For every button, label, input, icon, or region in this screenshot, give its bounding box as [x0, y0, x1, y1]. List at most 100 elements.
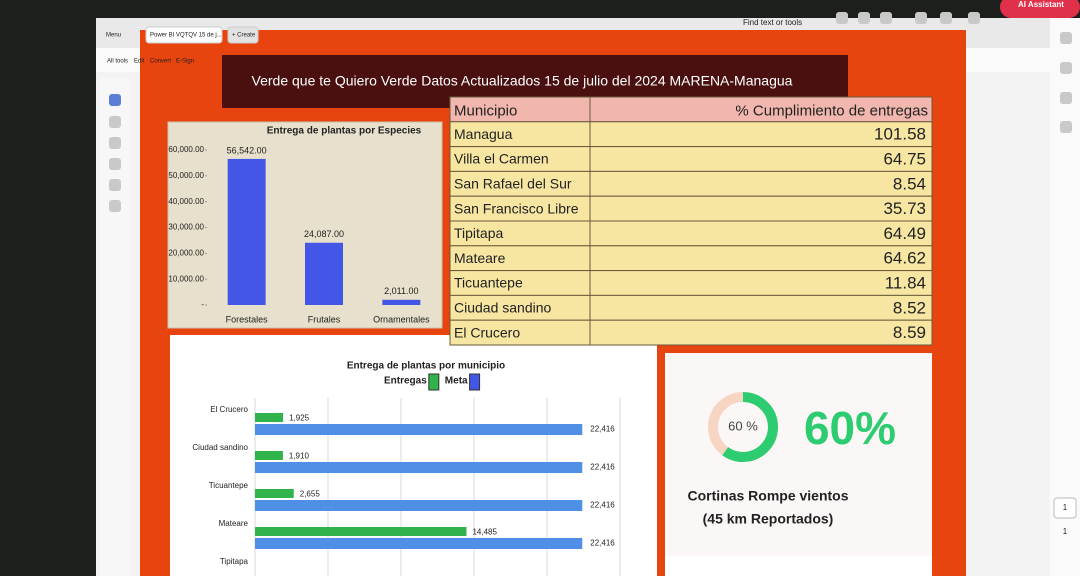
- table-cell: [449, 220, 591, 247]
- y-tick-label: El Crucero: [210, 405, 248, 414]
- side-icon[interactable]: [1060, 32, 1072, 44]
- cell-text: 8.59: [893, 323, 926, 342]
- y-tick-label: -: [201, 300, 204, 309]
- cell-text: Ticuantepe: [454, 275, 523, 291]
- assistant-button[interactable]: [1000, 0, 1080, 18]
- value-label: 22,416: [590, 501, 615, 510]
- value-label: 1,925: [289, 414, 310, 423]
- cell-text: 101.58: [874, 125, 926, 144]
- tool-icon[interactable]: [109, 137, 121, 149]
- legend-swatch: [469, 373, 481, 391]
- header-cell: [449, 96, 591, 123]
- cell-text: Managua: [454, 126, 513, 142]
- legend-label: Entregas: [384, 376, 427, 387]
- y-tick-label: Ticuantepe: [209, 481, 249, 490]
- table-cell: [449, 195, 591, 222]
- assistant-label: AI Assistant: [1018, 0, 1064, 9]
- value-label: 2,655: [300, 490, 321, 499]
- kpi-value: 60%: [804, 402, 896, 454]
- tool-icon[interactable]: [109, 116, 121, 128]
- bar: [255, 462, 583, 473]
- table-cell: [589, 170, 933, 197]
- header-text: % Cumplimiento de entregas: [735, 102, 928, 119]
- page-box[interactable]: [1053, 497, 1077, 519]
- cell-text: El Crucero: [454, 324, 520, 340]
- x-tick-label: Frutales: [308, 314, 341, 324]
- tool-icon[interactable]: [109, 179, 121, 191]
- bar: [255, 538, 583, 549]
- cell-text: 8.54: [893, 174, 926, 193]
- tool-panel: [100, 78, 130, 576]
- header-icon[interactable]: [836, 12, 848, 24]
- cell-text: 11.84: [885, 273, 926, 292]
- value-label: 1,910: [289, 452, 310, 461]
- side-icon[interactable]: [1060, 62, 1072, 74]
- cell-text: Villa el Carmen: [454, 151, 549, 167]
- cell-text: 8.52: [893, 298, 926, 317]
- bar: [255, 413, 284, 422]
- cell-text: 35.73: [883, 199, 926, 218]
- cell-text: Mateare: [454, 250, 506, 266]
- x-tick-label: Forestales: [226, 314, 269, 324]
- header-icon[interactable]: [915, 12, 927, 24]
- toolbar-item: All tools: [107, 59, 128, 65]
- y-tick-label: Ciudad sandino: [192, 443, 248, 452]
- chart-title: Entrega de plantas por municipio: [347, 361, 505, 372]
- kpi-panel: [665, 353, 932, 565]
- y-tick-label: 50,000.00: [168, 171, 204, 180]
- cell-text: 64.75: [883, 149, 926, 168]
- legend-label: Meta: [445, 376, 468, 387]
- table-cell: [449, 146, 591, 172]
- kpi-panel-lower: [665, 556, 932, 576]
- donut-arc: [708, 392, 778, 462]
- bar: [255, 424, 583, 435]
- header-icon[interactable]: [880, 12, 892, 24]
- header-text: Municipio: [454, 102, 517, 119]
- cell-text: Tipitapa: [454, 225, 504, 241]
- donut-label: 60 %: [728, 418, 758, 433]
- value-label: 22,416: [590, 425, 615, 434]
- cell-text: San Rafael del Sur: [454, 176, 572, 192]
- page-number: 1: [1063, 503, 1068, 512]
- bar: [255, 451, 283, 460]
- table-cell: [449, 121, 591, 148]
- tab[interactable]: [227, 26, 259, 44]
- chart-title: Entrega de plantas por Especies: [267, 126, 422, 137]
- y-tick-label: 10,000.00: [168, 274, 204, 283]
- bar: [255, 500, 583, 511]
- header-icon[interactable]: [940, 12, 952, 24]
- table-cell: [449, 319, 591, 346]
- toolbar-item: E-Sign: [176, 59, 194, 65]
- header-icon[interactable]: [968, 12, 980, 24]
- bar: [305, 242, 343, 305]
- tool-icon[interactable]: [109, 158, 121, 170]
- tool-icon[interactable]: [109, 94, 121, 106]
- side-icon[interactable]: [1060, 121, 1072, 133]
- toolbar-item: Edit: [134, 59, 145, 65]
- value-label: 22,416: [590, 539, 615, 548]
- table-cell: [589, 146, 933, 172]
- legend-swatch: [428, 373, 440, 391]
- tool-icons: [109, 12, 1072, 212]
- header-icon[interactable]: [858, 12, 870, 24]
- tab[interactable]: [145, 26, 223, 44]
- cell-text: 64.49: [883, 224, 926, 243]
- table-cell: [589, 121, 933, 148]
- kpi-caption: (45 km Reportados): [703, 511, 834, 527]
- right-panel: [1050, 18, 1080, 576]
- cell-text: 64.62: [883, 249, 926, 268]
- value-label: 2,011.00: [384, 286, 418, 296]
- tool-icon[interactable]: [109, 200, 121, 212]
- tab-label: Power BI VQTQV 15 de j...: [150, 33, 222, 39]
- page-number: 1: [1063, 527, 1068, 536]
- bar: [255, 527, 467, 536]
- table-cell: [589, 319, 933, 346]
- y-tick-label: 30,000.00: [168, 223, 204, 232]
- table-cell: [589, 220, 933, 247]
- cell-text: San Francisco Libre: [454, 200, 579, 216]
- side-icon[interactable]: [1060, 92, 1072, 104]
- x-tick-label: Ornamentales: [373, 314, 430, 324]
- dashboard-title: Verde que te Quiero Verde Datos Actualiz…: [252, 73, 793, 89]
- table-cell: [589, 195, 933, 222]
